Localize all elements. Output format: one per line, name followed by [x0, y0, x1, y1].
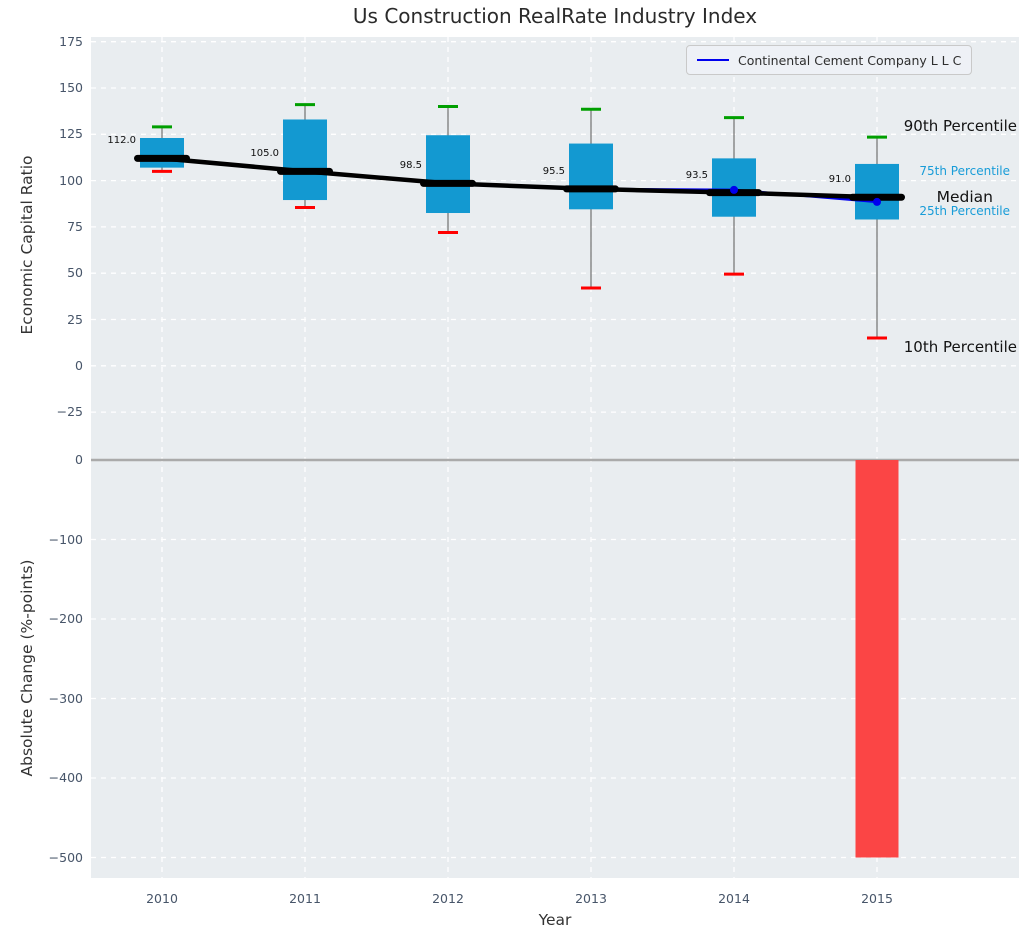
y-tick-label: 100 — [0, 173, 83, 189]
median-value-label: 93.5 — [638, 169, 708, 183]
median-bar-2013 — [563, 185, 619, 192]
legend-line-swatch — [697, 59, 729, 61]
x-axis-label: Year — [91, 911, 1019, 929]
y-tick-label: 50 — [0, 265, 83, 281]
median-value-label: 112.0 — [66, 134, 136, 148]
chart-title: Us Construction RealRate Industry Index — [91, 4, 1019, 28]
y-tick-label: 0 — [0, 452, 83, 468]
y-axis-label-bottom: Absolute Change (%-points) — [18, 560, 36, 777]
company-marker-2014 — [730, 186, 738, 194]
x-tick-label: 2015 — [837, 891, 917, 907]
median-value-label: 105.0 — [209, 147, 279, 161]
box-2011 — [283, 105, 327, 208]
y-tick-label: 175 — [0, 34, 83, 50]
y-tick-label: −25 — [0, 404, 83, 420]
y-tick-label: −400 — [0, 770, 83, 786]
y-tick-label: −500 — [0, 850, 83, 866]
legend-series-label: Continental Cement Company L L C — [738, 53, 961, 68]
median-value-label: 95.5 — [495, 165, 565, 179]
annotation-10th-percentile: 10th Percentile — [857, 338, 1017, 356]
y-tick-label: 150 — [0, 80, 83, 96]
median-bar-2012 — [420, 180, 476, 187]
median-bar-2011 — [277, 168, 333, 175]
median-value-label: 91.0 — [781, 173, 851, 187]
y-tick-label: 75 — [0, 219, 83, 235]
y-tick-label: −200 — [0, 611, 83, 627]
bar-2015 — [856, 460, 899, 858]
chart-canvas — [0, 0, 1029, 942]
median-bar-2010 — [134, 155, 190, 162]
median-value-label: 98.5 — [352, 159, 422, 173]
y-tick-label: −300 — [0, 691, 83, 707]
x-tick-label: 2014 — [694, 891, 774, 907]
annotation-90th-percentile: 90th Percentile — [857, 117, 1017, 135]
x-tick-label: 2012 — [408, 891, 488, 907]
annotation-75th-percentile: 75th Percentile — [850, 164, 1010, 178]
x-tick-label: 2010 — [122, 891, 202, 907]
x-tick-label: 2011 — [265, 891, 345, 907]
annotation-25th-percentile: 25th Percentile — [850, 204, 1010, 218]
y-tick-label: −100 — [0, 532, 83, 548]
y-tick-label: 0 — [0, 358, 83, 374]
y-tick-label: 25 — [0, 312, 83, 328]
legend: Continental Cement Company L L C — [686, 45, 972, 75]
x-tick-label: 2013 — [551, 891, 631, 907]
figure: Us Construction RealRate Industry Index … — [0, 0, 1029, 942]
